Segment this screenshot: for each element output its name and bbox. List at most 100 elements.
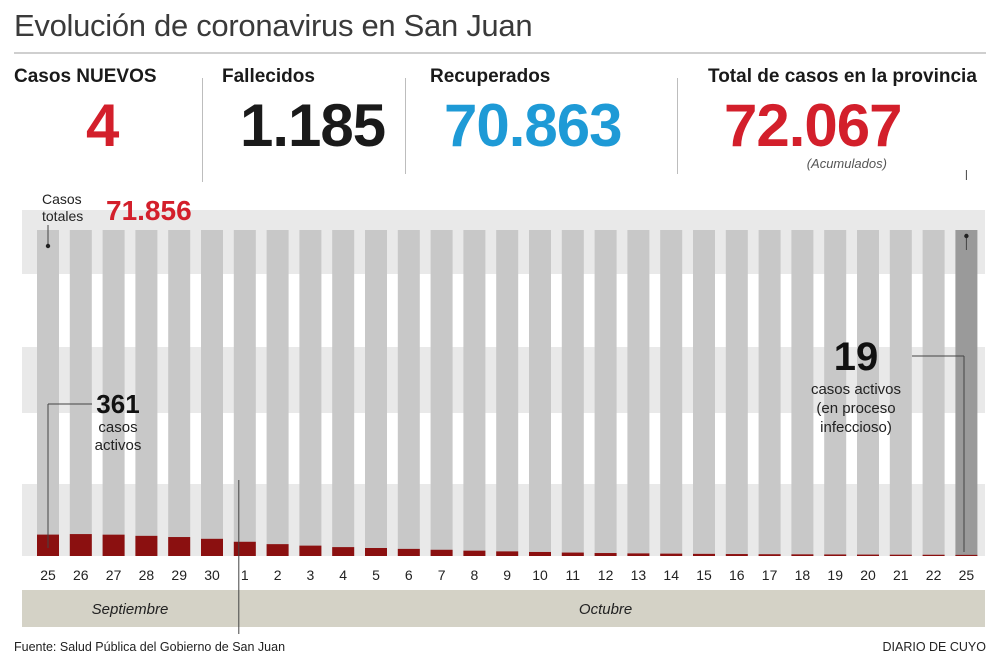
start-total-label-line1: Casos — [42, 191, 82, 207]
leader-dot — [45, 243, 51, 249]
end-active-line1: casos activos — [811, 381, 901, 398]
start-active-line1: casos — [98, 419, 137, 436]
total-bar — [102, 230, 125, 556]
total-bar — [266, 230, 289, 556]
total-bar — [69, 230, 92, 556]
active-cases-bar — [627, 553, 650, 556]
stat-recovered: Recuperados 70.863 — [430, 66, 623, 159]
active-cases-bar — [660, 553, 683, 556]
active-cases-bar — [168, 537, 191, 556]
x-tick-label: 29 — [171, 567, 187, 583]
x-tick-labels: 25 26 27 28 29 30 1 2 3 4 5 6 7 8 9 10 11 12 13 14 15 16 17 18 1… — [40, 567, 974, 583]
x-tick-label: 10 — [532, 567, 548, 583]
total-bar — [332, 230, 355, 556]
x-tick-label: 19 — [827, 567, 843, 583]
total-bar — [397, 230, 420, 556]
end-active-line3: infeccioso) — [820, 419, 892, 436]
stat-total-note: (Acumulados) — [806, 156, 887, 171]
x-tick-label: 26 — [73, 567, 89, 583]
x-tick-label: 21 — [893, 567, 909, 583]
total-bar — [857, 230, 879, 556]
stat-total-label: Total de casos en la provincia — [708, 66, 977, 87]
active-cases-bar — [824, 554, 847, 556]
active-cases-bar — [135, 535, 158, 556]
x-tick-label: 13 — [631, 567, 647, 583]
footer-source: Fuente: Salud Pública del Gobierno de Sa… — [14, 640, 286, 654]
x-tick-label: 9 — [503, 567, 511, 583]
stat-recovered-value: 70.863 — [444, 92, 623, 159]
x-tick-label: 3 — [307, 567, 315, 583]
active-cases-bar — [201, 538, 223, 556]
active-cases-bar — [561, 552, 584, 556]
total-bar — [201, 230, 223, 556]
active-cases-bar — [430, 549, 453, 556]
x-tick-label: 6 — [405, 567, 413, 583]
total-bar — [430, 230, 453, 556]
total-bar — [561, 230, 584, 556]
active-cases-bar — [857, 554, 879, 556]
stat-new-cases: Casos NUEVOS 4 — [14, 66, 157, 156]
x-tick-label: 16 — [729, 567, 745, 583]
stat-recovered-label: Recuperados — [430, 66, 551, 87]
x-tick-label: 8 — [471, 567, 479, 583]
active-cases-bar — [791, 554, 814, 556]
end-active-value: 19 — [834, 335, 879, 379]
x-tick-label: 18 — [795, 567, 811, 583]
active-cases-bar — [365, 547, 387, 556]
x-tick-label: 4 — [339, 567, 347, 583]
stat-deaths-value: 1.185 — [240, 92, 386, 159]
x-tick-label: 28 — [139, 567, 155, 583]
x-tick-label: 7 — [438, 567, 446, 583]
active-cases-bar — [693, 553, 715, 556]
active-cases-bar — [758, 554, 781, 556]
active-cases-bar — [102, 534, 125, 556]
active-cases-bar — [594, 553, 617, 556]
title-divider — [14, 52, 986, 54]
stat-deaths-label: Fallecidos — [222, 66, 315, 87]
total-bar — [496, 230, 519, 556]
month-band — [22, 590, 985, 627]
active-cases-bar — [922, 554, 945, 556]
active-cases-bar — [463, 550, 486, 556]
active-cases-bar — [233, 541, 256, 556]
active-cases-bar — [397, 548, 420, 556]
active-cases-bar — [332, 547, 355, 556]
active-cases-bar — [496, 551, 519, 556]
total-bar — [758, 230, 781, 556]
annotation-leader-lines — [45, 170, 969, 634]
total-bar — [627, 230, 650, 556]
total-bar — [463, 230, 486, 556]
start-total-label-line2: totales — [42, 208, 83, 224]
total-bar — [594, 230, 617, 556]
total-bar — [889, 230, 912, 556]
month-label: Octubre — [579, 601, 632, 618]
total-bar — [791, 230, 814, 556]
x-tick-label: 12 — [598, 567, 614, 583]
x-tick-label: 27 — [106, 567, 122, 583]
active-cases-bar — [529, 551, 551, 556]
stat-divider — [677, 78, 678, 174]
total-bar — [299, 230, 322, 556]
x-tick-label: 22 — [926, 567, 942, 583]
stat-total: Total de casos en la provincia 72.067 (A… — [708, 66, 977, 171]
total-bar — [37, 230, 59, 556]
stat-divider — [405, 78, 406, 174]
month-bands: Septiembre Octubre — [22, 590, 985, 627]
active-cases-bar — [725, 554, 748, 556]
total-bar — [365, 230, 387, 556]
total-bar — [955, 230, 978, 556]
end-active-line2: (en proceso — [816, 400, 895, 417]
stat-new-cases-value: 4 — [86, 92, 119, 159]
stat-new-cases-label: Casos NUEVOS — [14, 66, 157, 87]
footer-brand: DIARIO DE CUYO — [882, 640, 987, 654]
active-cases-bar — [299, 545, 322, 556]
x-tick-label: 1 — [241, 567, 249, 583]
page-title: Evolución de coronavirus en San Juan — [14, 8, 533, 43]
x-tick-label: 25 — [959, 567, 975, 583]
total-bar — [693, 230, 715, 556]
chart-bars — [37, 230, 978, 556]
start-total-value: 71.856 — [106, 195, 192, 226]
total-bar — [660, 230, 683, 556]
x-tick-label: 20 — [860, 567, 876, 583]
